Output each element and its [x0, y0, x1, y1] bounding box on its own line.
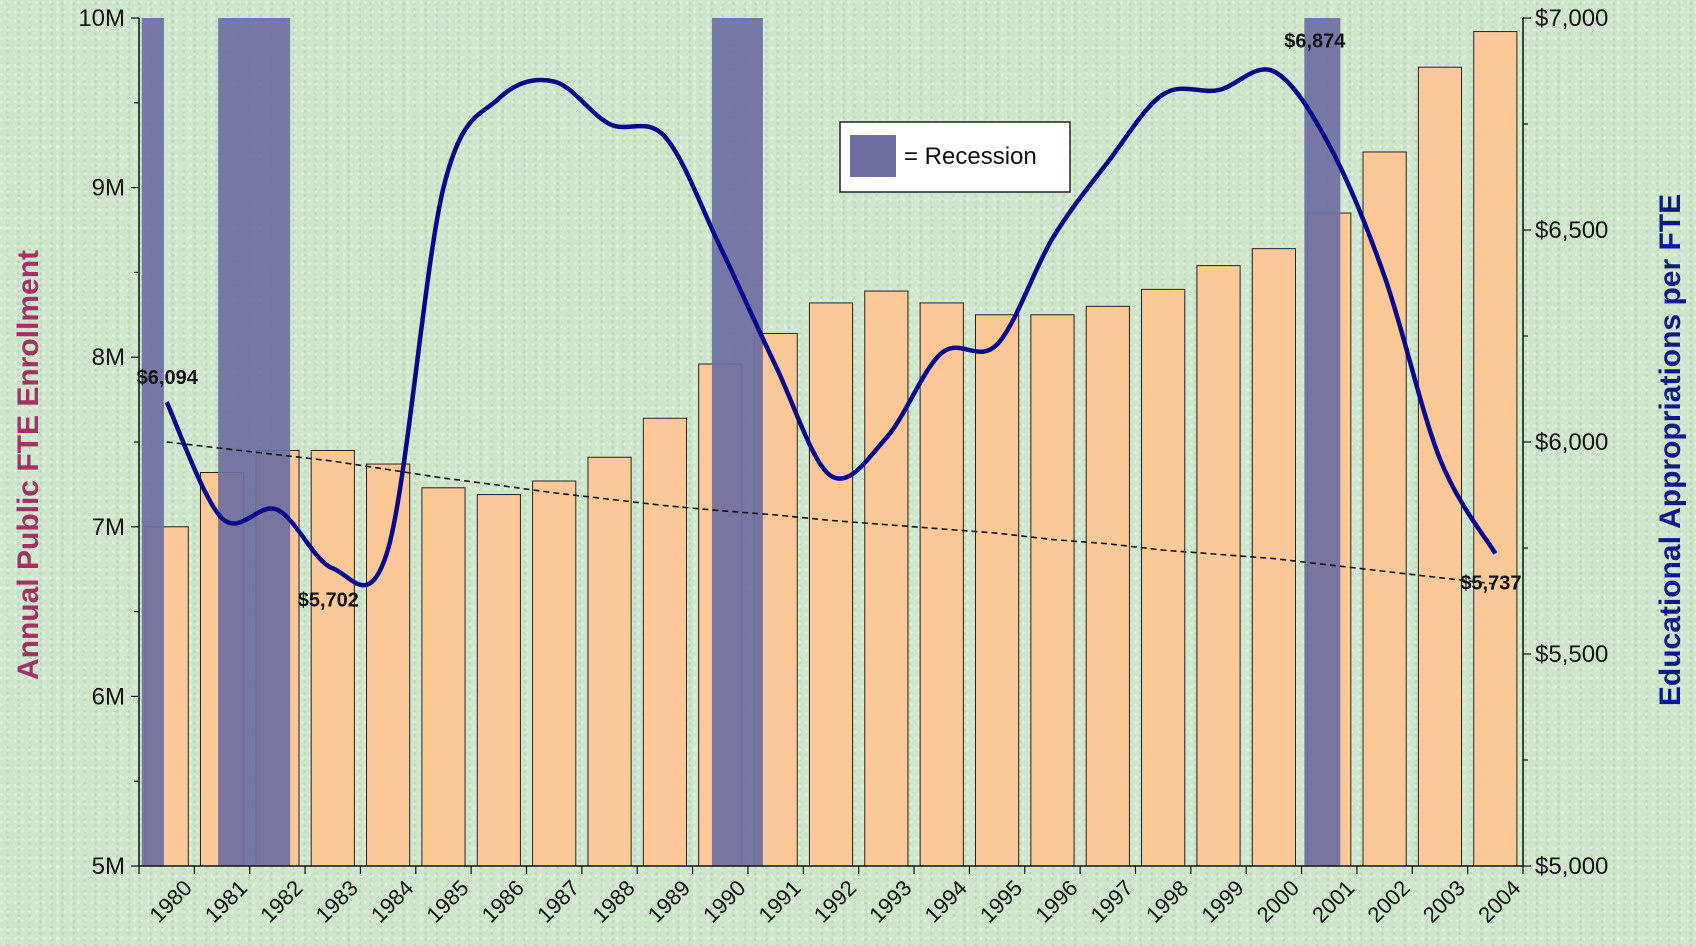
bar-1998 [1141, 288, 1186, 867]
bar-1999 [1196, 265, 1241, 867]
bar-1988 [587, 456, 632, 867]
bar-2002 [1362, 151, 1407, 867]
y-left-tick-label: 5M [92, 853, 125, 880]
x-tick-label-2002: 2002 [1362, 875, 1414, 927]
x-tick-label-1996: 1996 [1030, 875, 1082, 927]
x-tick-label-1992: 1992 [809, 875, 861, 927]
legend: = Recession [839, 121, 1071, 193]
y-axis-left-title: Annual Public FTE Enrollment [12, 250, 45, 680]
bar-2000 [1251, 248, 1296, 867]
y-right-tick-label: $5,000 [1535, 853, 1608, 880]
line-layer [164, 67, 1498, 588]
x-tick-label-1984: 1984 [366, 875, 418, 927]
bar-1993 [864, 290, 909, 867]
recession-band-2 [218, 18, 291, 866]
bar-2003 [1417, 66, 1463, 867]
y-left-tick-label: 7M [92, 514, 125, 541]
bar-1984 [366, 463, 411, 867]
x-tick-label-1988: 1988 [587, 875, 639, 927]
trend-layer [166, 441, 1496, 585]
annotation-layer: $6,094 $5,702 $6,874 $5,737 [137, 30, 1522, 611]
trend-line [166, 441, 1496, 585]
bar-1997 [1085, 305, 1130, 867]
y-axis-right-title: Educational Appropriations per FTE [1654, 194, 1687, 706]
x-tick-label-1995: 1995 [975, 875, 1027, 927]
y-right-tick-label: $6,500 [1535, 217, 1608, 244]
bar-1995 [974, 314, 1020, 867]
bar-1989 [642, 417, 688, 867]
x-tick-label-1998: 1998 [1141, 875, 1193, 927]
bars-layer [144, 31, 1518, 867]
x-tick-label-1990: 1990 [698, 875, 750, 927]
x-tick-label-1986: 1986 [477, 875, 529, 927]
bar-1996 [1030, 314, 1075, 867]
x-tick-label-1983: 1983 [311, 875, 363, 927]
data-label-1983: $5,702 [298, 589, 359, 611]
recession-band-4 [1304, 18, 1341, 866]
x-tick-label-1981: 1981 [200, 875, 252, 927]
data-label-2001: $6,874 [1284, 30, 1346, 52]
bar-1987 [532, 480, 577, 867]
x-tick-label-1980: 1980 [145, 875, 197, 927]
recession-band-3 [711, 18, 763, 866]
x-tick-label-1989: 1989 [643, 875, 695, 927]
legend-recession-swatch [850, 135, 896, 177]
bar-1992 [808, 302, 854, 867]
y-left-tick-label: 10M [78, 5, 125, 32]
data-label-2004: $5,737 [1460, 573, 1521, 595]
y-right-tick-label: $5,500 [1535, 641, 1608, 668]
bar-2004 [1473, 31, 1518, 867]
x-tick-label-1982: 1982 [255, 875, 307, 927]
recession-band-1 [141, 18, 164, 866]
x-tick-label-1993: 1993 [864, 875, 916, 927]
bar-1985 [421, 487, 466, 867]
bar-1994 [919, 302, 964, 867]
bar-1986 [476, 494, 521, 867]
x-tick-label-1997: 1997 [1086, 875, 1138, 927]
x-tick-label-1994: 1994 [920, 875, 972, 927]
y-right-tick-label: $6,000 [1535, 429, 1608, 456]
bar-1983 [310, 449, 355, 867]
y-left-tick-label: 9M [92, 175, 125, 202]
y-right-tick-label: $7,000 [1535, 5, 1608, 32]
x-tick-label-2000: 2000 [1252, 875, 1304, 927]
x-tick-label-1985: 1985 [421, 875, 473, 927]
x-tick-label-2001: 2001 [1307, 875, 1359, 927]
legend-label: = Recession [904, 143, 1037, 170]
recession-layer [141, 18, 1341, 866]
x-tick-label-2004: 2004 [1473, 875, 1525, 927]
data-label-1980: $6,094 [137, 367, 199, 389]
x-tick-label-1999: 1999 [1196, 875, 1248, 927]
x-tick-label-1991: 1991 [753, 875, 805, 927]
x-tick-label-1987: 1987 [532, 875, 584, 927]
x-tick-label-2003: 2003 [1418, 875, 1470, 927]
y-left-tick-label: 6M [92, 683, 125, 710]
y-left-tick-label: 8M [92, 344, 125, 371]
